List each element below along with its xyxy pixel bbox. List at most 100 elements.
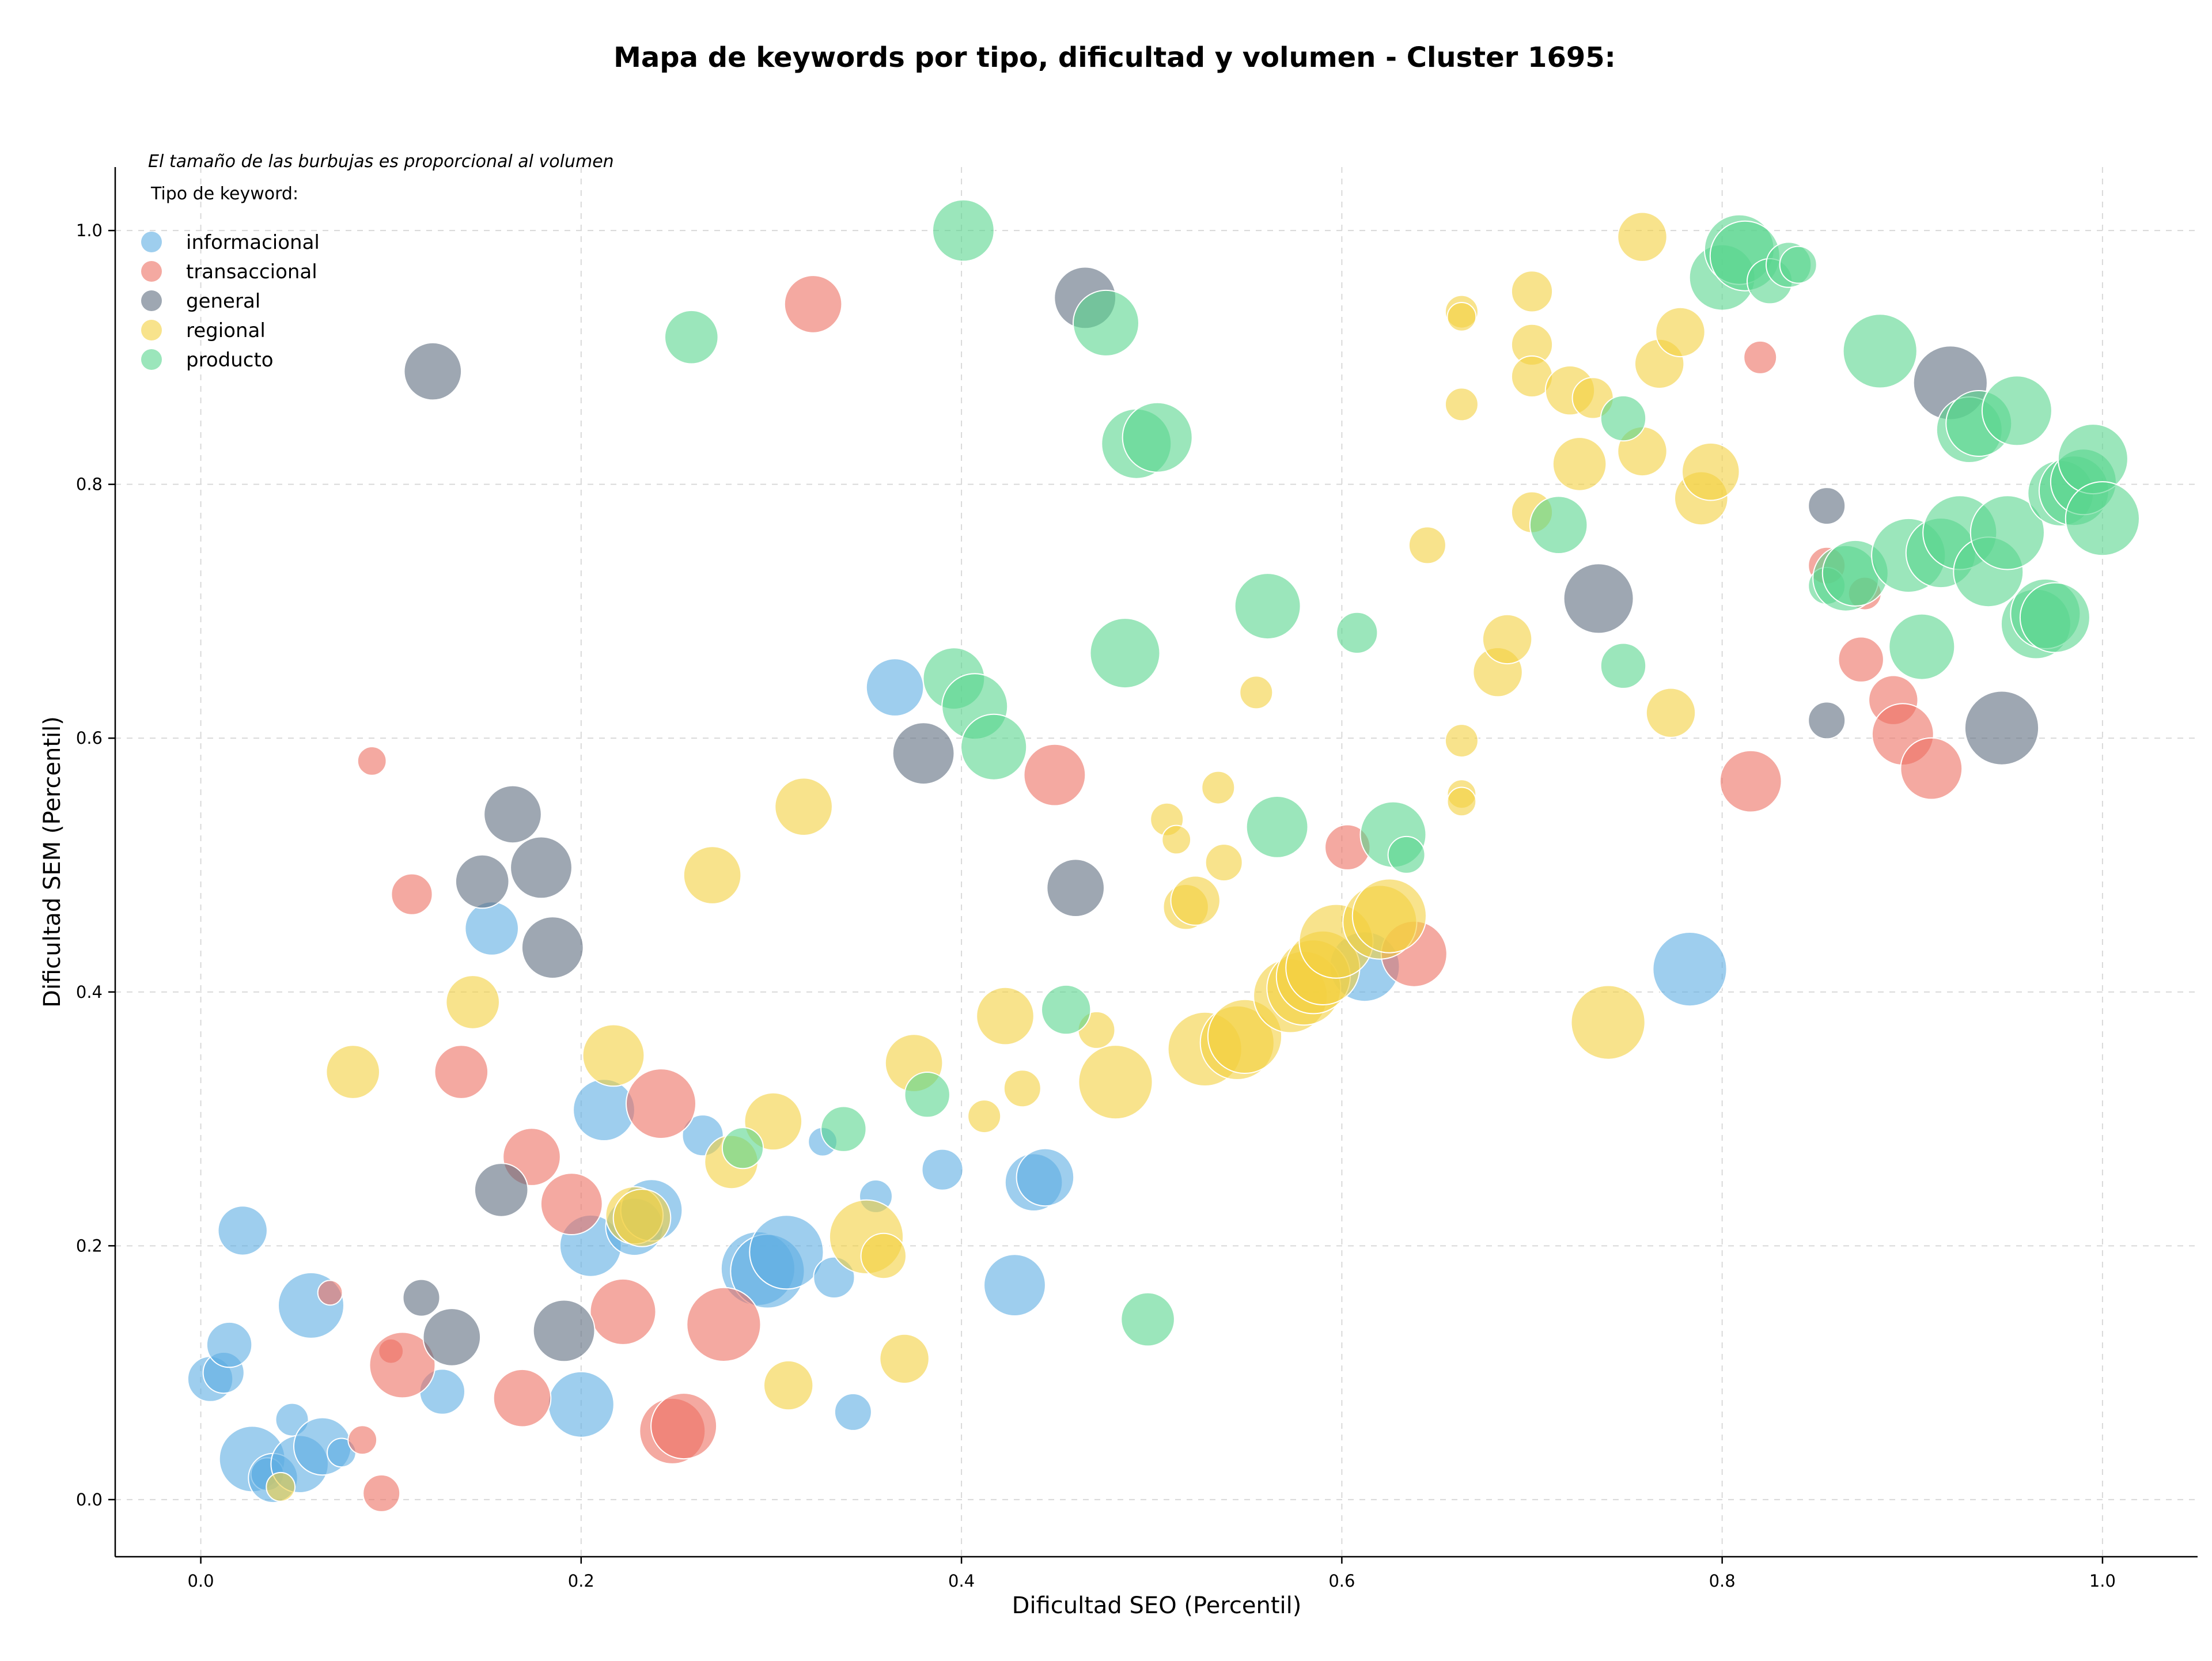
- legend-label-transaccional: transaccional: [186, 260, 317, 283]
- grid: [115, 167, 2198, 1557]
- bubble-informacional: [573, 1079, 635, 1141]
- bubble-informacional: [464, 901, 520, 956]
- bubble-producto: [1122, 402, 1193, 473]
- bubbles: [187, 199, 2140, 1512]
- legend-marker-transaccional: [141, 261, 162, 282]
- y-axis-label: Dificultad SEM (Percentil): [39, 716, 66, 1008]
- bubble-transaccional: [434, 1045, 489, 1099]
- bubble-transaccional: [1900, 737, 1963, 800]
- bubble-producto: [1981, 375, 2052, 447]
- bubble-regional: [1408, 526, 1446, 565]
- bubble-informacional: [1652, 932, 1728, 1007]
- bubble-transaccional: [1838, 636, 1884, 683]
- y-tick-label: 0.6: [76, 728, 103, 748]
- bubble-transaccional: [1719, 750, 1782, 813]
- chart-title: Mapa de keywords por tipo, dificultad y …: [613, 41, 1616, 74]
- bubble-informacional: [834, 1393, 872, 1431]
- bubble-transaccional: [357, 746, 387, 776]
- bubble-regional: [1645, 687, 1696, 738]
- bubble-regional: [1444, 387, 1479, 422]
- bubble-general: [1964, 690, 2040, 766]
- bubble-general: [532, 1299, 596, 1363]
- bubble-producto: [1888, 613, 1956, 680]
- x-tick-label: 1.0: [2089, 1571, 2116, 1591]
- bubble-regional: [1170, 875, 1221, 926]
- bubble-transaccional: [493, 1368, 552, 1428]
- bubble-producto: [932, 199, 995, 262]
- bubble-transaccional: [650, 1393, 718, 1460]
- bubble-producto: [1041, 984, 1092, 1035]
- bubble-producto: [1529, 495, 1588, 555]
- bubble-producto: [904, 1072, 950, 1118]
- legend-label-informacional: informacional: [186, 231, 320, 254]
- bubble-regional: [1161, 824, 1192, 855]
- bubble-producto: [1600, 642, 1647, 689]
- bubble-transaccional: [589, 1278, 657, 1345]
- bubble-producto: [1089, 618, 1161, 689]
- bubble-regional: [1003, 1069, 1041, 1108]
- bubble-informacional: [865, 658, 925, 717]
- bubble-regional: [1078, 1045, 1153, 1120]
- bubble-regional: [325, 1045, 381, 1099]
- bubble-general: [402, 1278, 441, 1317]
- bubble-regional: [1446, 786, 1477, 817]
- bubble-regional: [976, 986, 1035, 1046]
- bubble-general: [403, 342, 463, 401]
- bubble-regional: [763, 1360, 814, 1411]
- bubble-regional: [582, 1024, 645, 1087]
- y-tick-label: 1.0: [76, 221, 103, 240]
- bubble-producto: [1779, 245, 1817, 284]
- bubble-regional: [774, 777, 833, 836]
- bubble-regional: [1201, 770, 1236, 805]
- bubble-regional: [1552, 437, 1607, 491]
- x-tick-label: 0.6: [1328, 1571, 1355, 1591]
- bubble-transaccional: [1743, 340, 1778, 374]
- bubble-regional: [1446, 302, 1477, 332]
- bubble-general: [521, 916, 584, 979]
- bubble-producto: [721, 1127, 764, 1170]
- bubble-regional: [445, 975, 501, 1030]
- bubble-informacional: [1016, 1148, 1075, 1207]
- bubble-general: [1808, 701, 1846, 740]
- bubble-regional: [1655, 307, 1706, 358]
- x-tick-label: 0.4: [948, 1571, 975, 1591]
- bubble-informacional: [813, 1256, 855, 1299]
- bubble-general: [1046, 858, 1105, 917]
- y-tick-label: 0.0: [76, 1490, 103, 1509]
- bubble-producto: [2065, 481, 2140, 557]
- bubble-regional: [266, 1471, 296, 1502]
- bubble-transaccional: [1023, 743, 1086, 807]
- bubble-regional: [967, 1099, 1002, 1134]
- bubble-informacional: [921, 1148, 964, 1191]
- legend-marker-regional: [141, 320, 162, 340]
- y-tick-label: 0.2: [76, 1236, 103, 1255]
- bubble-producto: [664, 309, 719, 365]
- bubble-informacional: [217, 1205, 268, 1256]
- bubble-producto: [960, 713, 1028, 781]
- bubble-general: [483, 785, 542, 844]
- bubble-regional: [1239, 675, 1274, 710]
- bubble-regional: [1617, 211, 1668, 262]
- bubble-informacional: [983, 1254, 1046, 1317]
- bubble-transaccional: [540, 1172, 603, 1236]
- bubble-regional: [1681, 442, 1740, 501]
- bubble-producto: [1073, 289, 1139, 357]
- bubble-general: [422, 1308, 482, 1367]
- bubble-producto: [1336, 611, 1378, 654]
- axes: [114, 167, 2198, 1558]
- bubble-regional: [1351, 878, 1427, 954]
- bubble-transaccional: [347, 1425, 378, 1455]
- bubble-producto: [1120, 1292, 1175, 1347]
- bubble-producto: [2019, 582, 2090, 653]
- bubble-informacional: [749, 1214, 824, 1290]
- bubble-general: [454, 854, 510, 909]
- bubble-transaccional: [391, 873, 433, 915]
- bubble-informacional: [547, 1371, 615, 1438]
- bubble-general: [474, 1163, 529, 1217]
- x-axis-label: Dificultad SEO (Percentil): [1012, 1592, 1302, 1619]
- bubble-producto: [1387, 835, 1426, 874]
- bubble-transaccional: [783, 275, 843, 334]
- bubble-regional: [1510, 270, 1554, 313]
- bubble-regional: [1205, 843, 1243, 882]
